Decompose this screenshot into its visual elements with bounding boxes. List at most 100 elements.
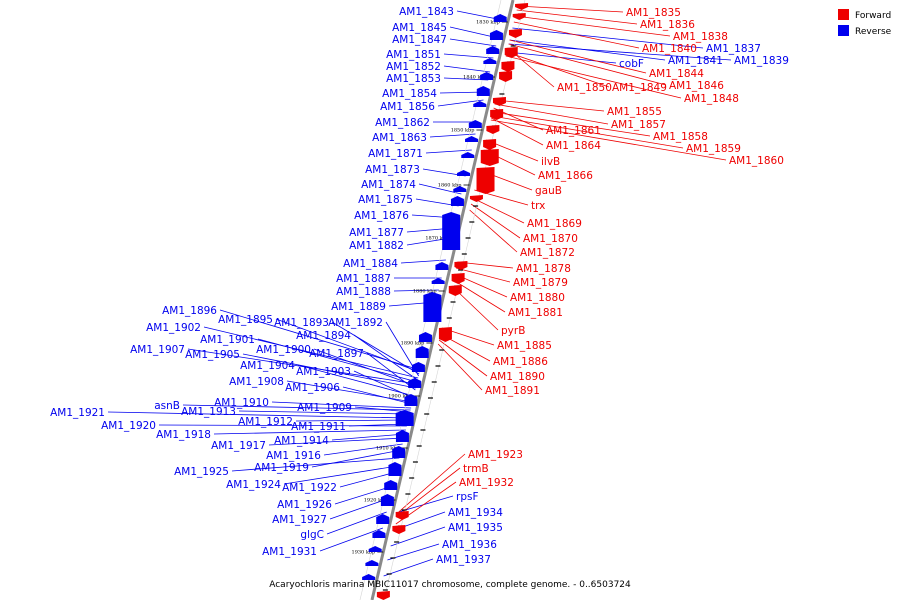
reverse-gene-label[interactable]: AM1_1854 [382,88,437,100]
reverse-gene-label[interactable]: AM1_1935 [448,522,503,534]
reverse-gene-label[interactable]: AM1_1907 [130,344,185,356]
reverse-gene-label[interactable]: AM1_1853 [386,73,441,85]
reverse-gene-label[interactable]: AM1_1892 [328,317,383,329]
reverse-gene-label[interactable]: AM1_1893 [274,317,329,329]
reverse-gene-label[interactable]: rpsF [456,491,479,503]
reverse-gene-label[interactable]: AM1_1908 [229,376,284,388]
forward-gene-label[interactable]: AM1_1886 [493,356,548,368]
forward-gene-label[interactable]: gauB [535,185,562,197]
reverse-gene-label[interactable]: AM1_1906 [285,382,340,394]
reverse-gene-label[interactable]: AM1_1887 [336,273,391,285]
reverse-gene-label[interactable]: AM1_1862 [375,117,430,129]
forward-gene-label[interactable]: AM1_1870 [523,233,578,245]
reverse-gene-label[interactable]: AM1_1931 [262,546,317,558]
forward-gene-label[interactable]: AM1_1836 [640,19,695,31]
reverse-gene-label[interactable]: AM1_1924 [226,479,281,491]
reverse-gene-label[interactable]: cobF [619,58,644,70]
reverse-gene-label[interactable]: AM1_1901 [200,334,255,346]
reverse-gene-label[interactable]: AM1_1925 [174,466,229,478]
reverse-gene-label[interactable]: AM1_1922 [282,482,337,494]
reverse-gene-label[interactable]: AM1_1895 [218,314,273,326]
reverse-gene-label[interactable]: AM1_1845 [392,22,447,34]
reverse-gene-label[interactable]: AM1_1873 [365,164,420,176]
reverse-gene-label[interactable]: AM1_1847 [392,34,447,46]
reverse-gene-label[interactable]: glgC [300,529,324,541]
reverse-gene-label[interactable]: AM1_1897 [309,348,364,360]
reverse-gene-label[interactable]: AM1_1896 [162,305,217,317]
forward-gene-label[interactable]: trmB [463,463,489,475]
reverse-gene-label[interactable]: AM1_1919 [254,462,309,474]
reverse-gene-label[interactable]: AM1_1921 [50,407,105,419]
forward-gene-label[interactable]: AM1_1857 [611,119,666,131]
forward-gene-label[interactable]: AM1_1890 [490,371,545,383]
forward-gene-label[interactable]: AM1_1880 [510,292,565,304]
reverse-gene-label[interactable]: AM1_1918 [156,429,211,441]
reverse-gene-label[interactable]: AM1_1856 [380,101,435,113]
reverse-gene-label[interactable]: AM1_1920 [101,420,156,432]
forward-gene-label[interactable]: AM1_1844 [649,68,704,80]
forward-gene-label[interactable]: trx [531,200,545,212]
reverse-gene-label[interactable]: AM1_1875 [358,194,413,206]
forward-gene-label[interactable]: pyrB [501,325,525,337]
reverse-gene-label[interactable]: AM1_1852 [386,61,441,73]
forward-gene-label[interactable]: AM1_1850 [557,82,612,94]
reverse-gene-label[interactable]: AM1_1904 [240,360,295,372]
reverse-gene-label[interactable]: AM1_1936 [442,539,497,551]
forward-gene-label[interactable]: AM1_1848 [684,93,739,105]
reverse-gene-label[interactable]: AM1_1913 [181,406,236,418]
forward-gene-label[interactable]: AM1_1879 [513,277,568,289]
reverse-gene-label[interactable]: AM1_1934 [448,507,503,519]
forward-gene-label[interactable]: AM1_1835 [626,7,681,19]
forward-gene-label[interactable]: AM1_1866 [538,170,593,182]
forward-gene-label[interactable]: AM1_1864 [546,140,601,152]
forward-gene-label[interactable]: AM1_1878 [516,263,571,275]
reverse-gene-label[interactable]: AM1_1889 [331,301,386,313]
forward-gene-label[interactable]: AM1_1932 [459,477,514,489]
reverse-gene-label[interactable]: AM1_1927 [272,514,327,526]
reverse-gene-label[interactable]: AM1_1841 [668,55,723,67]
forward-gene-label[interactable]: AM1_1872 [520,247,575,259]
forward-gene-label[interactable]: AM1_1838 [673,31,728,43]
forward-gene-label[interactable]: ilvB [541,156,560,168]
reverse-gene-label[interactable]: AM1_1843 [399,6,454,18]
forward-gene-label[interactable]: AM1_1858 [653,131,708,143]
forward-gene-label[interactable]: AM1_1885 [497,340,552,352]
reverse-gene-label[interactable]: AM1_1888 [336,286,391,298]
forward-gene-label[interactable]: AM1_1891 [485,385,540,397]
reverse-gene-label[interactable]: AM1_1916 [266,450,321,462]
forward-gene-label[interactable]: AM1_1840 [642,43,697,55]
forward-gene-label[interactable]: AM1_1869 [527,218,582,230]
reverse-gene-label[interactable]: AM1_1900 [256,344,311,356]
reverse-gene-label[interactable]: AM1_1863 [372,132,427,144]
reverse-gene-label[interactable]: AM1_1917 [211,440,266,452]
reverse-gene-label[interactable]: AM1_1894 [296,330,351,342]
reverse-gene-label[interactable]: AM1_1882 [349,240,404,252]
forward-gene-label[interactable]: AM1_1855 [607,106,662,118]
reverse-gene-label[interactable]: AM1_1905 [185,349,240,361]
reverse-gene-label[interactable]: AM1_1876 [354,210,409,222]
reverse-gene-label[interactable]: AM1_1874 [361,179,416,191]
reverse-gene-label[interactable]: AM1_1911 [291,421,346,433]
reverse-gene-label[interactable]: AM1_1902 [146,322,201,334]
reverse-gene-label[interactable]: AM1_1871 [368,148,423,160]
forward-gene-label[interactable]: AM1_1846 [669,80,724,92]
reverse-gene-label[interactable]: AM1_1910 [214,397,269,409]
forward-gene-label[interactable]: AM1_1881 [508,307,563,319]
reverse-gene-label[interactable]: AM1_1909 [297,402,352,414]
reverse-gene-label[interactable]: AM1_1877 [349,227,404,239]
reverse-gene-label[interactable]: AM1_1851 [386,49,441,61]
forward-gene-label[interactable]: AM1_1859 [686,143,741,155]
forward-gene-label[interactable]: AM1_1923 [468,449,523,461]
reverse-gene-label[interactable]: AM1_1912 [238,416,293,428]
reverse-gene-label[interactable]: asnB [154,400,180,412]
reverse-gene-label[interactable]: AM1_1926 [277,499,332,511]
forward-gene-label[interactable]: AM1_1860 [729,155,784,167]
reverse-gene-label[interactable]: AM1_1903 [296,366,351,378]
reverse-gene-label[interactable]: AM1_1914 [274,435,329,447]
reverse-gene-label[interactable]: AM1_1837 [706,43,761,55]
reverse-gene-label[interactable]: AM1_1884 [343,258,398,270]
reverse-gene-label[interactable]: AM1_1839 [734,55,789,67]
forward-gene-label[interactable]: AM1_1849 [612,82,667,94]
forward-gene-label[interactable]: AM1_1861 [546,125,601,137]
reverse-gene-label[interactable]: AM1_1937 [436,554,491,566]
